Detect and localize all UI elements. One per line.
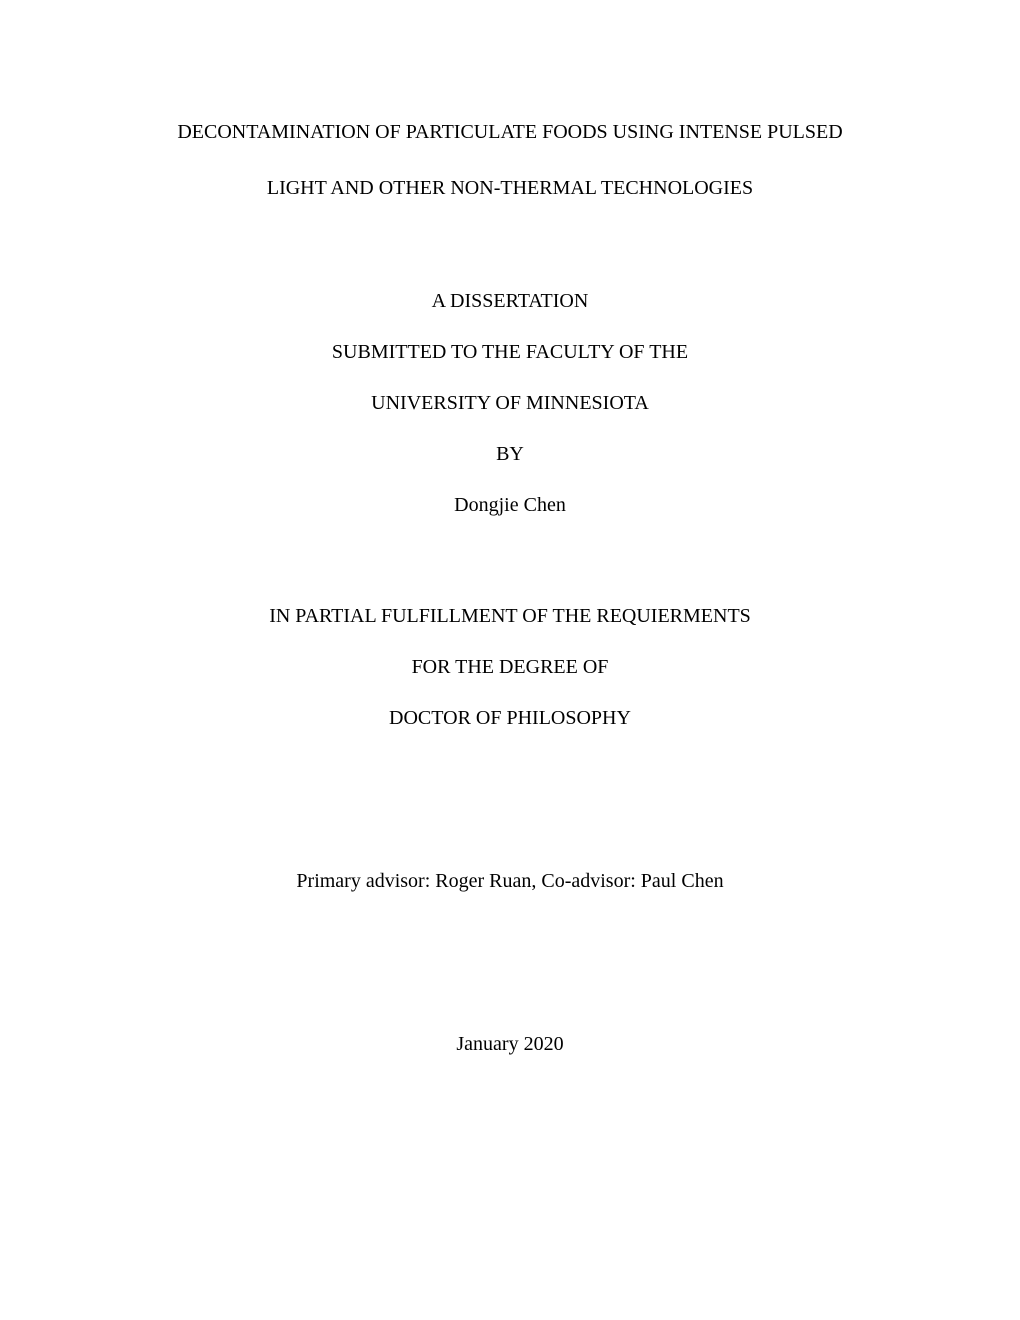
by-label: BY: [120, 443, 900, 466]
title-page: DECONTAMINATION OF PARTICULATE FOODS USI…: [120, 118, 900, 1056]
university-name: UNIVERSITY OF MINNESIOTA: [120, 392, 900, 415]
title-line-2: LIGHT AND OTHER NON-THERMAL TECHNOLOGIES: [120, 174, 900, 202]
for-degree-line: FOR THE DEGREE OF: [120, 656, 900, 679]
title-line-1: DECONTAMINATION OF PARTICULATE FOODS USI…: [120, 118, 900, 146]
dissertation-type: A DISSERTATION: [120, 290, 900, 313]
submitted-to: SUBMITTED TO THE FACULTY OF THE: [120, 341, 900, 364]
author-name: Dongjie Chen: [120, 494, 900, 517]
degree-block: IN PARTIAL FULFILLMENT OF THE REQUIERMEN…: [120, 605, 900, 730]
submission-block: A DISSERTATION SUBMITTED TO THE FACULTY …: [120, 290, 900, 517]
fulfillment-line: IN PARTIAL FULFILLMENT OF THE REQUIERMEN…: [120, 605, 900, 628]
advisor-line: Primary advisor: Roger Ruan, Co-advisor:…: [120, 870, 900, 893]
degree-name: DOCTOR OF PHILOSOPHY: [120, 707, 900, 730]
date-line: January 2020: [120, 1033, 900, 1056]
